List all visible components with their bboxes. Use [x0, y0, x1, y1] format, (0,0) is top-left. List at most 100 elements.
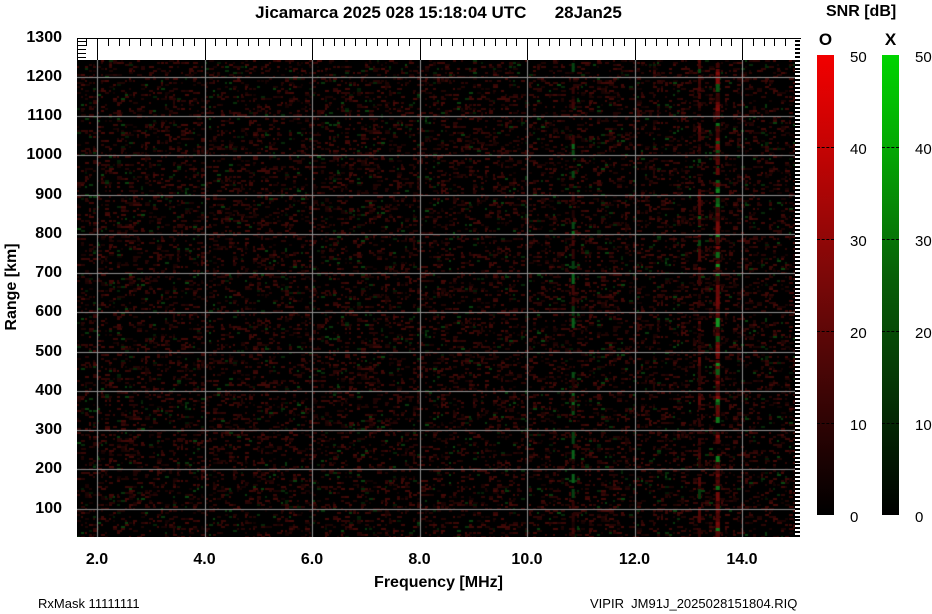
x-minor-tick	[86, 39, 88, 46]
y-right-tick	[795, 118, 800, 121]
x-minor-tick	[548, 39, 550, 46]
y-tick-label: 500	[35, 342, 62, 360]
source-file-text: VIPIR JM91J_2025028151804.RIQ	[590, 596, 798, 611]
x-minor-tick	[140, 39, 141, 46]
y-right-tick	[795, 244, 800, 247]
y-right-tick	[795, 436, 800, 439]
y-right-tick	[795, 315, 800, 318]
y-right-tick	[795, 448, 800, 451]
plot-frame-top	[77, 38, 801, 39]
y-right-tick	[795, 236, 800, 239]
y-right-tick	[795, 334, 800, 337]
x-major-tick	[634, 38, 636, 60]
x-minor-tick	[290, 39, 292, 46]
y-right-tick	[795, 531, 800, 534]
x-minor-tick	[333, 39, 335, 46]
y-right-tick	[795, 189, 800, 192]
x-minor-tick	[441, 39, 442, 46]
x-colorbar	[882, 55, 899, 515]
y-right-tick	[795, 397, 800, 400]
x-minor-tick	[215, 39, 217, 46]
y-right-tick	[795, 303, 800, 306]
y-tick-label: 1100	[27, 107, 62, 125]
y-right-tick	[795, 488, 800, 491]
x-minor-tick	[107, 39, 109, 46]
y-right-tick	[795, 409, 800, 412]
y-right-tick	[795, 330, 800, 333]
plot-title: Jicamarca 2025 028 15:18:04 UTC 28Jan25	[255, 3, 622, 22]
x-tick-label: 8.0	[408, 551, 431, 568]
y-right-tick	[795, 366, 800, 369]
y-tick-label: 900	[35, 185, 62, 203]
y-right-tick	[795, 381, 800, 384]
y-right-tick	[795, 433, 800, 435]
colorbar-tick-dash	[882, 423, 899, 424]
x-minor-tick	[763, 39, 765, 46]
y-right-tick	[795, 326, 800, 329]
y-tick-label: 700	[35, 264, 62, 282]
y-tick-label: 300	[35, 421, 62, 439]
x-minor-tick	[258, 39, 260, 46]
x-tick-label: 12.0	[618, 551, 651, 568]
y-right-tick	[795, 228, 800, 231]
x-minor-tick	[301, 39, 303, 46]
y-right-tick	[795, 421, 800, 424]
y-minor-tick	[78, 57, 86, 59]
y-right-tick	[795, 425, 800, 428]
y-right-tick	[795, 264, 800, 266]
y-right-tick	[795, 157, 800, 160]
y-right-tick	[795, 59, 800, 62]
y-right-tick	[795, 460, 800, 463]
y-right-tick	[795, 43, 800, 46]
o-polarization-label: O	[818, 30, 833, 49]
y-right-tick	[795, 95, 800, 98]
o-colorbar-tick-label: 30	[850, 233, 867, 250]
y-right-tick	[795, 362, 800, 365]
x-tick-label: 2.0	[85, 551, 109, 568]
y-right-tick	[795, 260, 800, 263]
x-colorbar-tick-label: 0	[915, 509, 924, 526]
y-minor-tick	[78, 49, 86, 51]
x-colorbar-tick-label: 30	[915, 233, 932, 250]
y-right-tick	[795, 75, 800, 78]
y-right-tick	[795, 350, 800, 353]
y-right-tick	[795, 495, 800, 498]
x-minor-tick	[505, 39, 507, 46]
y-right-tick	[795, 106, 800, 109]
y-right-tick	[795, 130, 800, 133]
o-colorbar-tick-label: 40	[850, 141, 867, 158]
x-minor-tick	[677, 39, 679, 46]
o-colorbar	[817, 55, 834, 515]
y-right-tick	[795, 138, 800, 141]
x-minor-tick	[688, 39, 690, 46]
y-right-tick	[795, 491, 800, 494]
x-minor-tick	[666, 39, 668, 46]
x-major-tick	[204, 38, 206, 60]
y-right-tick	[795, 197, 800, 200]
x-minor-tick	[172, 39, 174, 46]
y-right-tick	[795, 232, 800, 235]
y-right-tick	[795, 413, 800, 416]
y-right-tick	[795, 480, 800, 483]
x-minor-tick	[752, 39, 754, 46]
x-polarization-label: X	[884, 30, 897, 49]
y-right-tick	[795, 40, 800, 42]
y-right-tick	[795, 523, 800, 526]
y-right-tick	[795, 47, 800, 50]
y-right-tick	[795, 515, 800, 518]
x-axis-label: Frequency [MHz]	[374, 574, 503, 591]
y-right-tick	[795, 267, 800, 270]
y-right-tick	[795, 98, 800, 101]
y-right-tick	[795, 444, 800, 447]
x-minor-tick	[355, 39, 356, 46]
y-right-tick	[795, 201, 800, 204]
y-right-tick	[795, 429, 800, 432]
x-minor-tick	[656, 39, 657, 46]
y-right-tick	[795, 205, 800, 208]
x-minor-tick	[473, 39, 475, 46]
colorbar-tick-dash	[882, 239, 899, 240]
y-right-tick	[795, 440, 800, 443]
y-right-tick	[795, 161, 800, 164]
x-minor-tick	[645, 39, 647, 46]
y-right-tick	[795, 452, 800, 455]
